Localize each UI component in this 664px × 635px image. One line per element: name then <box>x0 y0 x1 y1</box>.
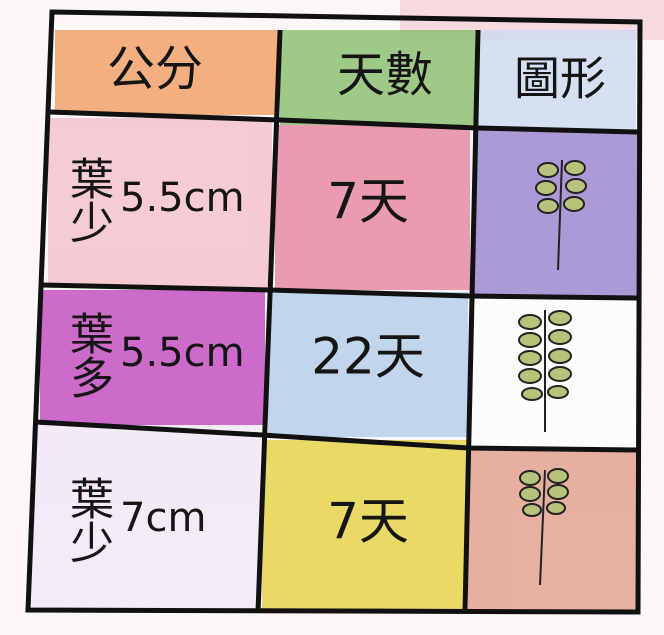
leaf-sketch <box>535 159 587 271</box>
leaf-sketch <box>518 310 572 432</box>
fill <box>262 440 467 612</box>
fill <box>473 130 638 298</box>
leaf-sketch <box>519 468 569 586</box>
length-cell: 5.5cm <box>120 330 245 376</box>
header-cell: 圖形 <box>514 52 606 106</box>
fill <box>280 30 475 125</box>
fill <box>55 30 277 115</box>
days-cell: 7天 <box>327 493 409 551</box>
fill <box>275 125 470 290</box>
fill <box>268 292 468 437</box>
leaf-label: 葉多 <box>62 311 113 399</box>
length-cell: 5.5cm <box>120 175 245 221</box>
fill <box>48 118 272 288</box>
fill <box>32 425 260 610</box>
leaf-drawings <box>518 159 587 586</box>
cell-fills <box>32 30 638 612</box>
row-line <box>35 419 639 453</box>
column-line <box>255 29 283 613</box>
header-cell: 天數 <box>337 47 433 103</box>
length-cell: 7cm <box>120 495 206 541</box>
leaf-label: 葉少 <box>62 156 113 244</box>
fill <box>40 290 265 425</box>
row-line <box>41 282 639 301</box>
fill <box>478 30 636 130</box>
table-grid <box>25 9 643 615</box>
days-cell: 7天 <box>327 173 409 231</box>
header-cell: 公分 <box>107 41 203 97</box>
row-line <box>49 109 639 135</box>
table-border <box>25 9 643 615</box>
days-cell: 22天 <box>311 328 425 386</box>
leaf-label: 葉少 <box>62 476 113 564</box>
